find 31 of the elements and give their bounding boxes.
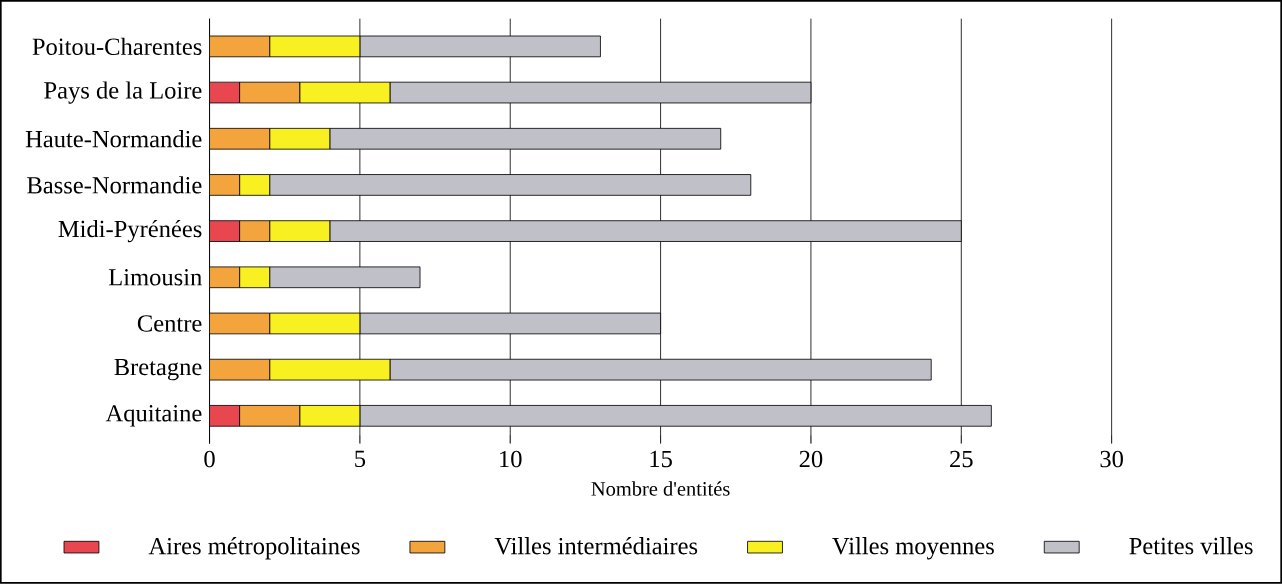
x-tick-label: 0 [204,450,215,468]
x-tick-label: 10 [500,450,522,468]
y-tick-label: Aquitaine [105,405,202,427]
x-tick-label: 20 [799,450,823,468]
y-tick-label: Midi-Pyrénées [58,220,202,243]
x-tick-label: 25 [950,450,973,468]
x-tick-label: 5 [355,450,366,468]
y-tick-label: Haute-Normandie [25,130,202,148]
bar [209,359,271,381]
bar [209,405,241,427]
bar [209,220,241,243]
legend-label: Aires métropolitaines [148,537,360,560]
y-tick-label: Bretagne [114,359,202,381]
bar [239,405,301,427]
y-tick-label: Pays de la Loire [44,81,202,104]
y-tick-label: Limousin [108,269,202,286]
y-tick-label: Poitou-Charentes [32,37,202,56]
bar [239,220,271,243]
x-tick-label: 15 [650,450,672,468]
y-tick-label: Centre [137,315,202,332]
bar [209,35,271,58]
x-axis-title: Nombre d'entités [591,481,730,496]
y-tick-label: Basse-Normandie [27,176,202,194]
legend-label: Villes intermédiaires [494,537,698,555]
bar [209,174,241,196]
bar [209,128,271,150]
legend-label: Petites villes [1129,537,1253,555]
bar [209,312,271,335]
legend-label: Villes moyennes [832,537,994,560]
x-tick-label: 30 [1100,450,1123,468]
bar [239,81,301,104]
